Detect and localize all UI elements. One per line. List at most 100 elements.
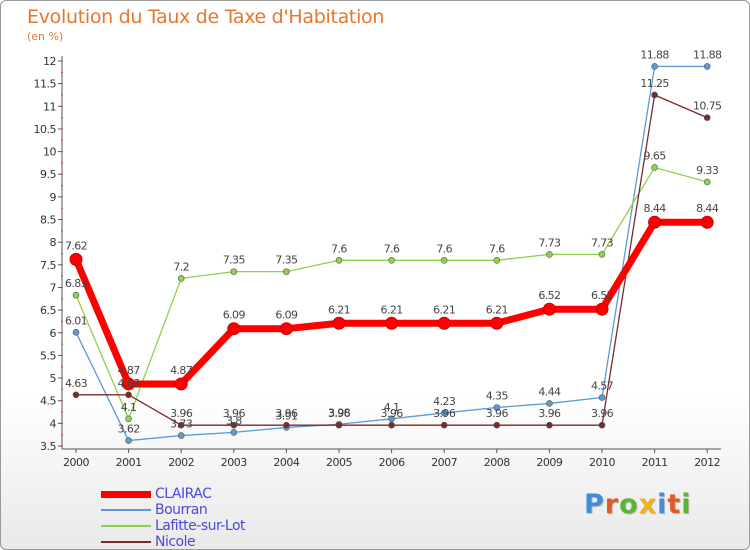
- data-point: [388, 421, 395, 429]
- x-tick-label: 2008: [484, 456, 510, 469]
- data-point: [230, 429, 238, 436]
- logo-letter: P: [584, 489, 605, 520]
- x-tick-label: 2002: [168, 456, 194, 469]
- data-label: 6.52: [591, 289, 613, 302]
- data-point: [122, 377, 136, 391]
- data-point: [283, 268, 290, 275]
- data-label: 3.96: [170, 407, 193, 420]
- data-label: 7.6: [331, 242, 347, 255]
- x-tick-label: 2006: [379, 456, 405, 469]
- y-tick-label: 6: [50, 327, 57, 340]
- data-point: [437, 316, 451, 330]
- data-point: [651, 91, 658, 99]
- data-point: [335, 256, 343, 264]
- data-label: 7.35: [223, 254, 246, 267]
- data-point: [598, 251, 606, 258]
- x-tick-label: 2007: [431, 456, 457, 469]
- data-label: 4.35: [486, 390, 509, 403]
- data-point: [72, 329, 80, 336]
- legend-swatch: [101, 525, 151, 527]
- data-label: 3.91: [275, 409, 297, 422]
- data-label: 9.33: [696, 164, 719, 177]
- data-point: [177, 275, 185, 282]
- legend-item: Nicole: [101, 534, 245, 550]
- data-point: [598, 394, 606, 401]
- legend-swatch: [101, 541, 151, 543]
- data-label: 7.6: [489, 242, 505, 255]
- data-label: 9.65: [644, 149, 667, 162]
- data-point: [703, 114, 711, 121]
- y-tick-label: 5.5: [40, 349, 56, 362]
- data-label: 8.44: [696, 202, 719, 215]
- proxiti-logo: Proxiti: [584, 489, 692, 520]
- data-label: 4.1: [121, 401, 137, 414]
- data-point: [546, 400, 553, 407]
- logo-letter: i: [681, 489, 692, 520]
- data-label: 7.2: [173, 260, 189, 273]
- legend-item: Bourran: [101, 502, 245, 518]
- x-tick-label: 2010: [589, 456, 615, 469]
- data-point: [703, 178, 711, 186]
- y-tick-label: 9.5: [40, 168, 56, 181]
- legend-label: Lafitte-sur-Lot: [155, 518, 246, 534]
- logo-letter: r: [604, 489, 620, 520]
- x-tick-label: 2011: [642, 456, 668, 469]
- data-point: [542, 302, 556, 316]
- data-label: 3.96: [591, 407, 614, 420]
- data-label: 6.21: [381, 303, 403, 316]
- data-label: 4.63: [65, 377, 88, 390]
- data-label: 3.96: [433, 407, 456, 420]
- x-tick-label: 2005: [326, 456, 352, 469]
- data-label: 4.23: [433, 395, 456, 408]
- data-point: [125, 437, 132, 444]
- data-point: [493, 256, 501, 264]
- data-point: [440, 409, 448, 417]
- data-label: 3.62: [118, 423, 140, 436]
- data-point: [335, 421, 343, 429]
- data-point: [230, 268, 238, 275]
- data-point: [72, 391, 80, 399]
- data-label: 4.44: [538, 385, 561, 398]
- data-point: [174, 377, 188, 391]
- data-point: [283, 421, 290, 429]
- y-tick-label: 11.5: [34, 78, 57, 91]
- legend-swatch: [101, 509, 151, 511]
- data-label: 7.73: [591, 236, 614, 249]
- data-point: [125, 415, 132, 423]
- data-point: [490, 316, 504, 330]
- data-label: 7.35: [275, 254, 298, 267]
- data-point: [388, 415, 395, 423]
- data-label: 3.96: [223, 407, 246, 420]
- y-tick-label: 7.5: [40, 259, 56, 272]
- data-point: [595, 302, 609, 316]
- y-tick-label: 8: [50, 236, 57, 249]
- legend-label: Nicole: [155, 534, 196, 550]
- y-tick-label: 4.5: [40, 395, 56, 408]
- data-point: [72, 291, 80, 299]
- data-point: [648, 215, 662, 229]
- data-label: 6.09: [223, 309, 246, 322]
- data-point: [332, 316, 346, 330]
- data-point: [651, 164, 658, 171]
- data-point: [388, 256, 395, 264]
- data-label: 4.57: [591, 380, 614, 393]
- y-tick-label: 9: [50, 191, 57, 204]
- data-label: 8.44: [644, 202, 667, 215]
- data-label: 3.73: [170, 418, 193, 431]
- data-label: 11.88: [693, 48, 722, 61]
- y-tick-label: 6.5: [40, 304, 56, 317]
- data-point: [230, 421, 238, 429]
- data-point: [125, 391, 132, 399]
- data-label: 11.25: [640, 77, 669, 90]
- data-label: 10.75: [693, 100, 722, 113]
- data-label: 3.96: [328, 407, 351, 420]
- data-label: 6.21: [486, 303, 508, 316]
- logo-letter: t: [667, 489, 682, 520]
- data-point: [177, 421, 185, 429]
- y-tick-label: 11: [43, 100, 56, 113]
- data-label: 3.96: [486, 407, 509, 420]
- data-point: [493, 404, 501, 411]
- x-tick-label: 2009: [536, 456, 562, 469]
- data-label: 4.1: [384, 401, 400, 414]
